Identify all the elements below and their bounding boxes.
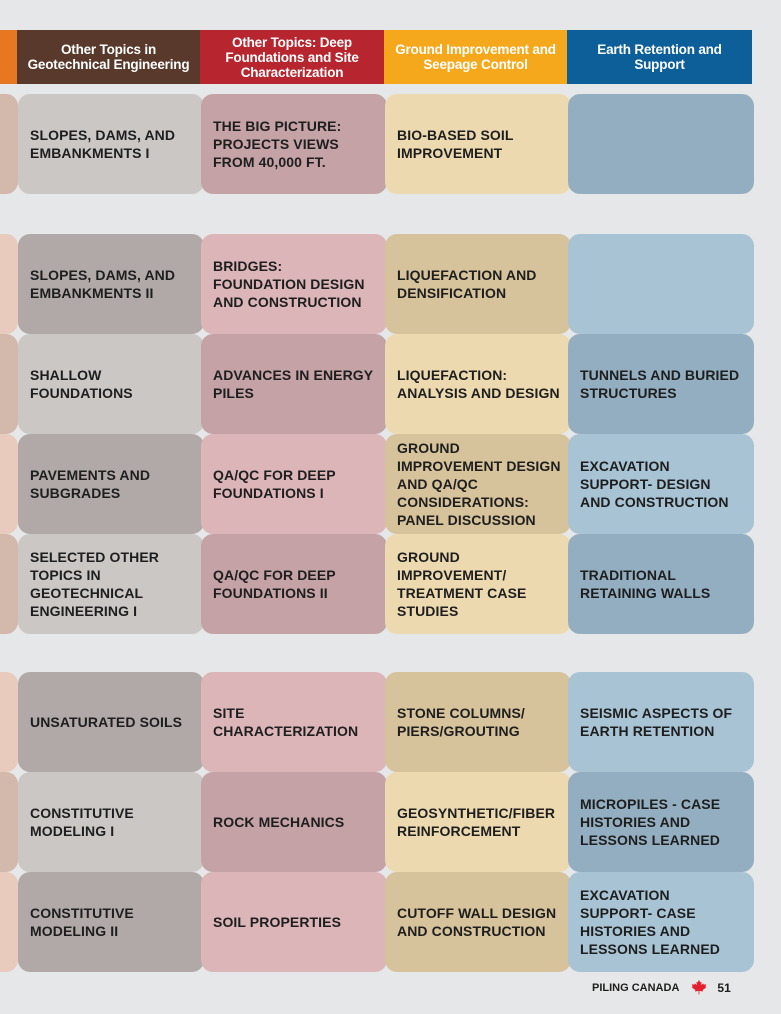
session-title: SLOPES, DAMS, AND EMBANKMENTS I <box>30 127 176 161</box>
session-title: BRIDGES: FOUNDATION DESIGN AND CONSTRUCT… <box>213 258 365 310</box>
session-title: EXCAVATION SUPPORT- CASE HISTORIES AND L… <box>580 887 720 957</box>
session-cell: CONSTITUTIVE MODELING I <box>18 772 204 872</box>
header-col1: Other Topics in Geotechnical Engineering <box>17 30 200 84</box>
session-title: QA/QC FOR DEEP FOUNDATIONS II <box>213 567 336 601</box>
header-col3-label: Ground Improvement and Seepage Control <box>395 42 556 72</box>
session-title: EXCAVATION SUPPORT- DESIGN AND CONSTRUCT… <box>580 458 729 510</box>
session-title: LIQUEFACTION: ANALYSIS AND DESIGN <box>397 367 560 401</box>
session-title: GEOSYNTHETIC/FIBER REINFORCEMENT <box>397 805 556 839</box>
stub-cell <box>0 534 18 634</box>
session-cell: ROCK MECHANICS <box>201 772 387 872</box>
session-title: SOIL PROPERTIES <box>213 914 342 930</box>
header-col1-label: Other Topics in Geotechnical Engineering <box>27 42 190 72</box>
session-title: GROUND IMPROVEMENT DESIGN AND QA/QC CONS… <box>397 440 561 528</box>
session-title: ADVANCES IN ENERGY PILES <box>213 367 373 401</box>
session-cell: GROUND IMPROVEMENT/ TREATMENT CASE STUDI… <box>385 534 571 634</box>
session-cell <box>568 94 754 194</box>
session-cell: LIQUEFACTION: ANALYSIS AND DESIGN <box>385 334 571 434</box>
session-cell: TRADITIONAL RETAINING WALLS <box>568 534 754 634</box>
session-title: THE BIG PICTURE: PROJECTS VIEWS FROM 40,… <box>213 118 342 170</box>
session-cell: UNSATURATED SOILS <box>18 672 204 772</box>
session-cell: LIQUEFACTION AND DENSIFICATION <box>385 234 571 334</box>
session-cell: BIO-BASED SOIL IMPROVEMENT <box>385 94 571 194</box>
session-title: SEISMIC ASPECTS OF EARTH RETENTION <box>580 705 733 739</box>
session-cell: SEISMIC ASPECTS OF EARTH RETENTION <box>568 672 754 772</box>
session-title: SELECTED OTHER TOPICS IN GEOTECHNICAL EN… <box>30 549 159 619</box>
session-title: LIQUEFACTION AND DENSIFICATION <box>397 267 537 301</box>
session-title: SHALLOW FOUNDATIONS <box>30 367 133 401</box>
session-title: QA/QC FOR DEEP FOUNDATIONS I <box>213 467 336 501</box>
stub-cell <box>0 672 18 772</box>
session-cell: SLOPES, DAMS, AND EMBANKMENTS II <box>18 234 204 334</box>
stub-cell <box>0 772 18 872</box>
session-title: BIO-BASED SOIL IMPROVEMENT <box>397 127 514 161</box>
stub-cell <box>0 334 18 434</box>
session-cell: SLOPES, DAMS, AND EMBANKMENTS I <box>18 94 204 194</box>
session-cell: THE BIG PICTURE: PROJECTS VIEWS FROM 40,… <box>201 94 387 194</box>
header-col4: Earth Retention and Support <box>567 30 752 84</box>
maple-leaf-icon <box>691 979 707 998</box>
session-cell: SHALLOW FOUNDATIONS <box>18 334 204 434</box>
session-title: SLOPES, DAMS, AND EMBANKMENTS II <box>30 267 176 301</box>
page-number: 51 <box>717 981 731 995</box>
header-col2: Other Topics: Deep Foundations and Site … <box>200 30 384 84</box>
header-col4-label: Earth Retention and Support <box>597 42 722 72</box>
session-cell: MICROPILES - CASE HISTORIES AND LESSONS … <box>568 772 754 872</box>
session-title: SITE CHARACTERIZATION <box>213 705 359 739</box>
stub-cell <box>0 434 18 534</box>
session-cell: BRIDGES: FOUNDATION DESIGN AND CONSTRUCT… <box>201 234 387 334</box>
session-title: CONSTITUTIVE MODELING II <box>30 905 134 939</box>
session-cell: GROUND IMPROVEMENT DESIGN AND QA/QC CONS… <box>385 434 571 534</box>
session-cell: CUTOFF WALL DESIGN AND CONSTRUCTION <box>385 872 571 972</box>
session-cell: SELECTED OTHER TOPICS IN GEOTECHNICAL EN… <box>18 534 204 634</box>
session-title: STONE COLUMNS/ PIERS/GROUTING <box>397 705 525 739</box>
session-title: TRADITIONAL RETAINING WALLS <box>580 567 711 601</box>
session-cell: ADVANCES IN ENERGY PILES <box>201 334 387 434</box>
session-cell: EXCAVATION SUPPORT- DESIGN AND CONSTRUCT… <box>568 434 754 534</box>
session-cell: QA/QC FOR DEEP FOUNDATIONS II <box>201 534 387 634</box>
session-title: GROUND IMPROVEMENT/ TREATMENT CASE STUDI… <box>397 549 527 619</box>
session-cell: QA/QC FOR DEEP FOUNDATIONS I <box>201 434 387 534</box>
session-cell: PAVEMENTS AND SUBGRADES <box>18 434 204 534</box>
session-title: UNSATURATED SOILS <box>30 714 183 730</box>
session-cell: SOIL PROPERTIES <box>201 872 387 972</box>
session-cell: EXCAVATION SUPPORT- CASE HISTORIES AND L… <box>568 872 754 972</box>
session-cell: STONE COLUMNS/ PIERS/GROUTING <box>385 672 571 772</box>
header-col3: Ground Improvement and Seepage Control <box>384 30 567 84</box>
session-title: CONSTITUTIVE MODELING I <box>30 805 134 839</box>
stub-cell <box>0 94 18 194</box>
session-title: PAVEMENTS AND SUBGRADES <box>30 467 151 501</box>
session-cell: GEOSYNTHETIC/FIBER REINFORCEMENT <box>385 772 571 872</box>
session-title: MICROPILES - CASE HISTORIES AND LESSONS … <box>580 796 721 848</box>
session-title: ROCK MECHANICS <box>213 814 345 830</box>
stub-header <box>0 30 17 84</box>
session-cell <box>568 234 754 334</box>
stub-cell <box>0 234 18 334</box>
publication-name: PILING CANADA <box>592 982 680 994</box>
page-footer: PILING CANADA 51 <box>592 978 731 998</box>
header-col2-label: Other Topics: Deep Foundations and Site … <box>225 34 359 80</box>
session-title: CUTOFF WALL DESIGN AND CONSTRUCTION <box>397 905 557 939</box>
session-title: TUNNELS AND BURIED STRUCTURES <box>580 367 740 401</box>
session-cell: SITE CHARACTERIZATION <box>201 672 387 772</box>
stub-cell <box>0 872 18 972</box>
session-cell: CONSTITUTIVE MODELING II <box>18 872 204 972</box>
session-cell: TUNNELS AND BURIED STRUCTURES <box>568 334 754 434</box>
